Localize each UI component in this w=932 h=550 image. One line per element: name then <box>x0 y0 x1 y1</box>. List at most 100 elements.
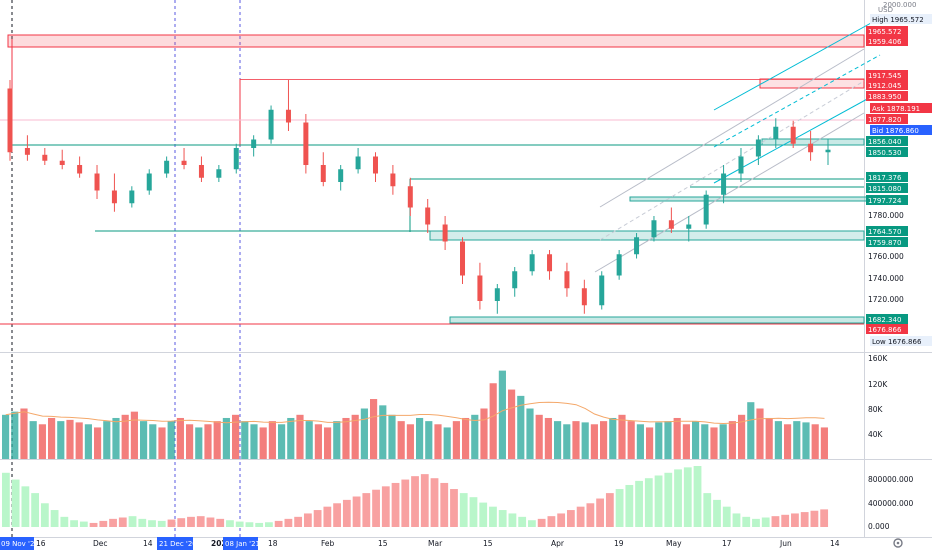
candle-body <box>547 254 553 272</box>
channel-mid[interactable] <box>713 54 881 148</box>
candle-body <box>338 169 344 182</box>
time-tick: Dec <box>93 539 108 548</box>
volume-bar <box>84 424 92 459</box>
indicator-bar <box>683 467 692 527</box>
time-tick: 14 <box>830 539 840 548</box>
candle-body <box>42 154 48 161</box>
parallel-channel-line[interactable] <box>594 112 865 273</box>
indicator-bar <box>586 503 595 527</box>
indicator-bar <box>255 522 264 527</box>
volume-bar <box>609 417 617 459</box>
candle-body <box>529 254 535 272</box>
candle-body <box>198 165 204 178</box>
indicator-bar <box>420 474 429 527</box>
indicator-bar <box>469 497 478 527</box>
time-tick: 15 <box>378 539 388 548</box>
volume-bar <box>324 427 332 459</box>
candle-body <box>146 173 152 191</box>
volume-bar <box>388 414 396 459</box>
indicator-bar <box>235 521 244 527</box>
volume-bar <box>167 421 175 459</box>
time-tick: 14 <box>143 539 153 548</box>
indicator-bar <box>157 520 166 527</box>
volume-bar <box>600 421 608 459</box>
resistance-zone[interactable] <box>759 78 865 89</box>
volume-bar <box>121 414 129 459</box>
volume-axis[interactable]: 160K 120K 80K 40K <box>868 354 888 439</box>
indicator-bar <box>284 518 293 527</box>
indicator-bar <box>489 506 497 527</box>
currency-label: USD <box>878 6 893 14</box>
indicator-axis[interactable]: 800000.000 400000.000 0.000 <box>868 475 914 531</box>
price-label: 1850.530 <box>868 149 901 157</box>
support-zone[interactable] <box>429 230 865 241</box>
candle-body <box>129 190 135 204</box>
indicator-bar <box>722 506 731 527</box>
volume-bar <box>333 421 341 459</box>
indicator-bar <box>498 510 507 527</box>
candle-body <box>303 122 309 165</box>
indicator-bar <box>820 509 829 527</box>
price-label-bg <box>866 114 908 124</box>
volume-bar <box>443 427 451 459</box>
time-marker-label: 09 Nov '20 <box>1 540 39 548</box>
candle-body <box>94 173 100 191</box>
volume-bar <box>342 417 350 459</box>
time-tick: 16 <box>36 539 46 548</box>
candle-body <box>390 173 396 187</box>
indicator-bar <box>245 522 254 527</box>
candle-body <box>825 149 831 153</box>
price-label-bg <box>870 336 932 346</box>
price-axis[interactable]: 2000.000 USD 1780.000 1760.000 1740.000 … <box>868 1 916 304</box>
indicator-bar <box>693 466 702 527</box>
volume-bar <box>416 417 424 459</box>
indicator-bar <box>508 513 517 527</box>
volume-bar <box>692 421 700 459</box>
price-label-bg <box>866 136 908 146</box>
resistance-zone[interactable] <box>7 34 865 48</box>
volume-bar <box>222 417 230 459</box>
indicator-bar <box>313 510 322 527</box>
volume-bar <box>526 408 534 459</box>
candle-body <box>634 237 640 255</box>
volume-bar <box>765 417 773 459</box>
time-tick: Jun <box>779 539 792 548</box>
volume-tick: 80K <box>868 405 884 414</box>
parallel-channel-mid[interactable] <box>599 80 865 241</box>
indicator-bar <box>381 486 390 527</box>
gear-icon[interactable] <box>893 538 903 548</box>
time-tick: Mar <box>428 539 443 548</box>
indicator-bar <box>148 520 156 527</box>
channel-upper[interactable] <box>713 17 881 111</box>
price-label: 1815.080 <box>868 185 901 193</box>
price-label-bg <box>866 237 908 247</box>
volume-bar <box>434 424 442 459</box>
volume-bar <box>158 427 166 459</box>
price-label-bg <box>866 70 908 80</box>
price-label-bg <box>870 14 932 24</box>
candle-body <box>721 173 727 195</box>
time-axis[interactable]: 09 Nov '20 16 Dec 14 21 Dec '20 2021 08 … <box>0 537 840 550</box>
resistance-line[interactable] <box>240 79 864 80</box>
indicator-bar <box>342 499 351 527</box>
volume-bar <box>314 424 322 459</box>
volume-bar <box>664 421 672 459</box>
indicator-bar <box>128 516 137 527</box>
volume-bar <box>508 389 516 459</box>
price-pane[interactable] <box>0 0 864 352</box>
support-zone[interactable] <box>629 196 871 202</box>
candle-body <box>233 148 239 170</box>
volume-bar <box>793 421 801 459</box>
candle-body <box>442 224 448 242</box>
volume-bar <box>259 427 267 459</box>
price-label-bg <box>866 80 908 90</box>
support-zone[interactable] <box>449 316 865 324</box>
candle-body <box>703 194 709 225</box>
price-label-bg <box>866 195 908 205</box>
parallel-channel-line[interactable] <box>599 48 865 208</box>
indicator-bar <box>294 516 303 527</box>
price-label-bg <box>870 103 932 113</box>
time-marker-label: 21 Dec '20 <box>159 540 197 548</box>
time-tick: Apr <box>551 539 565 548</box>
